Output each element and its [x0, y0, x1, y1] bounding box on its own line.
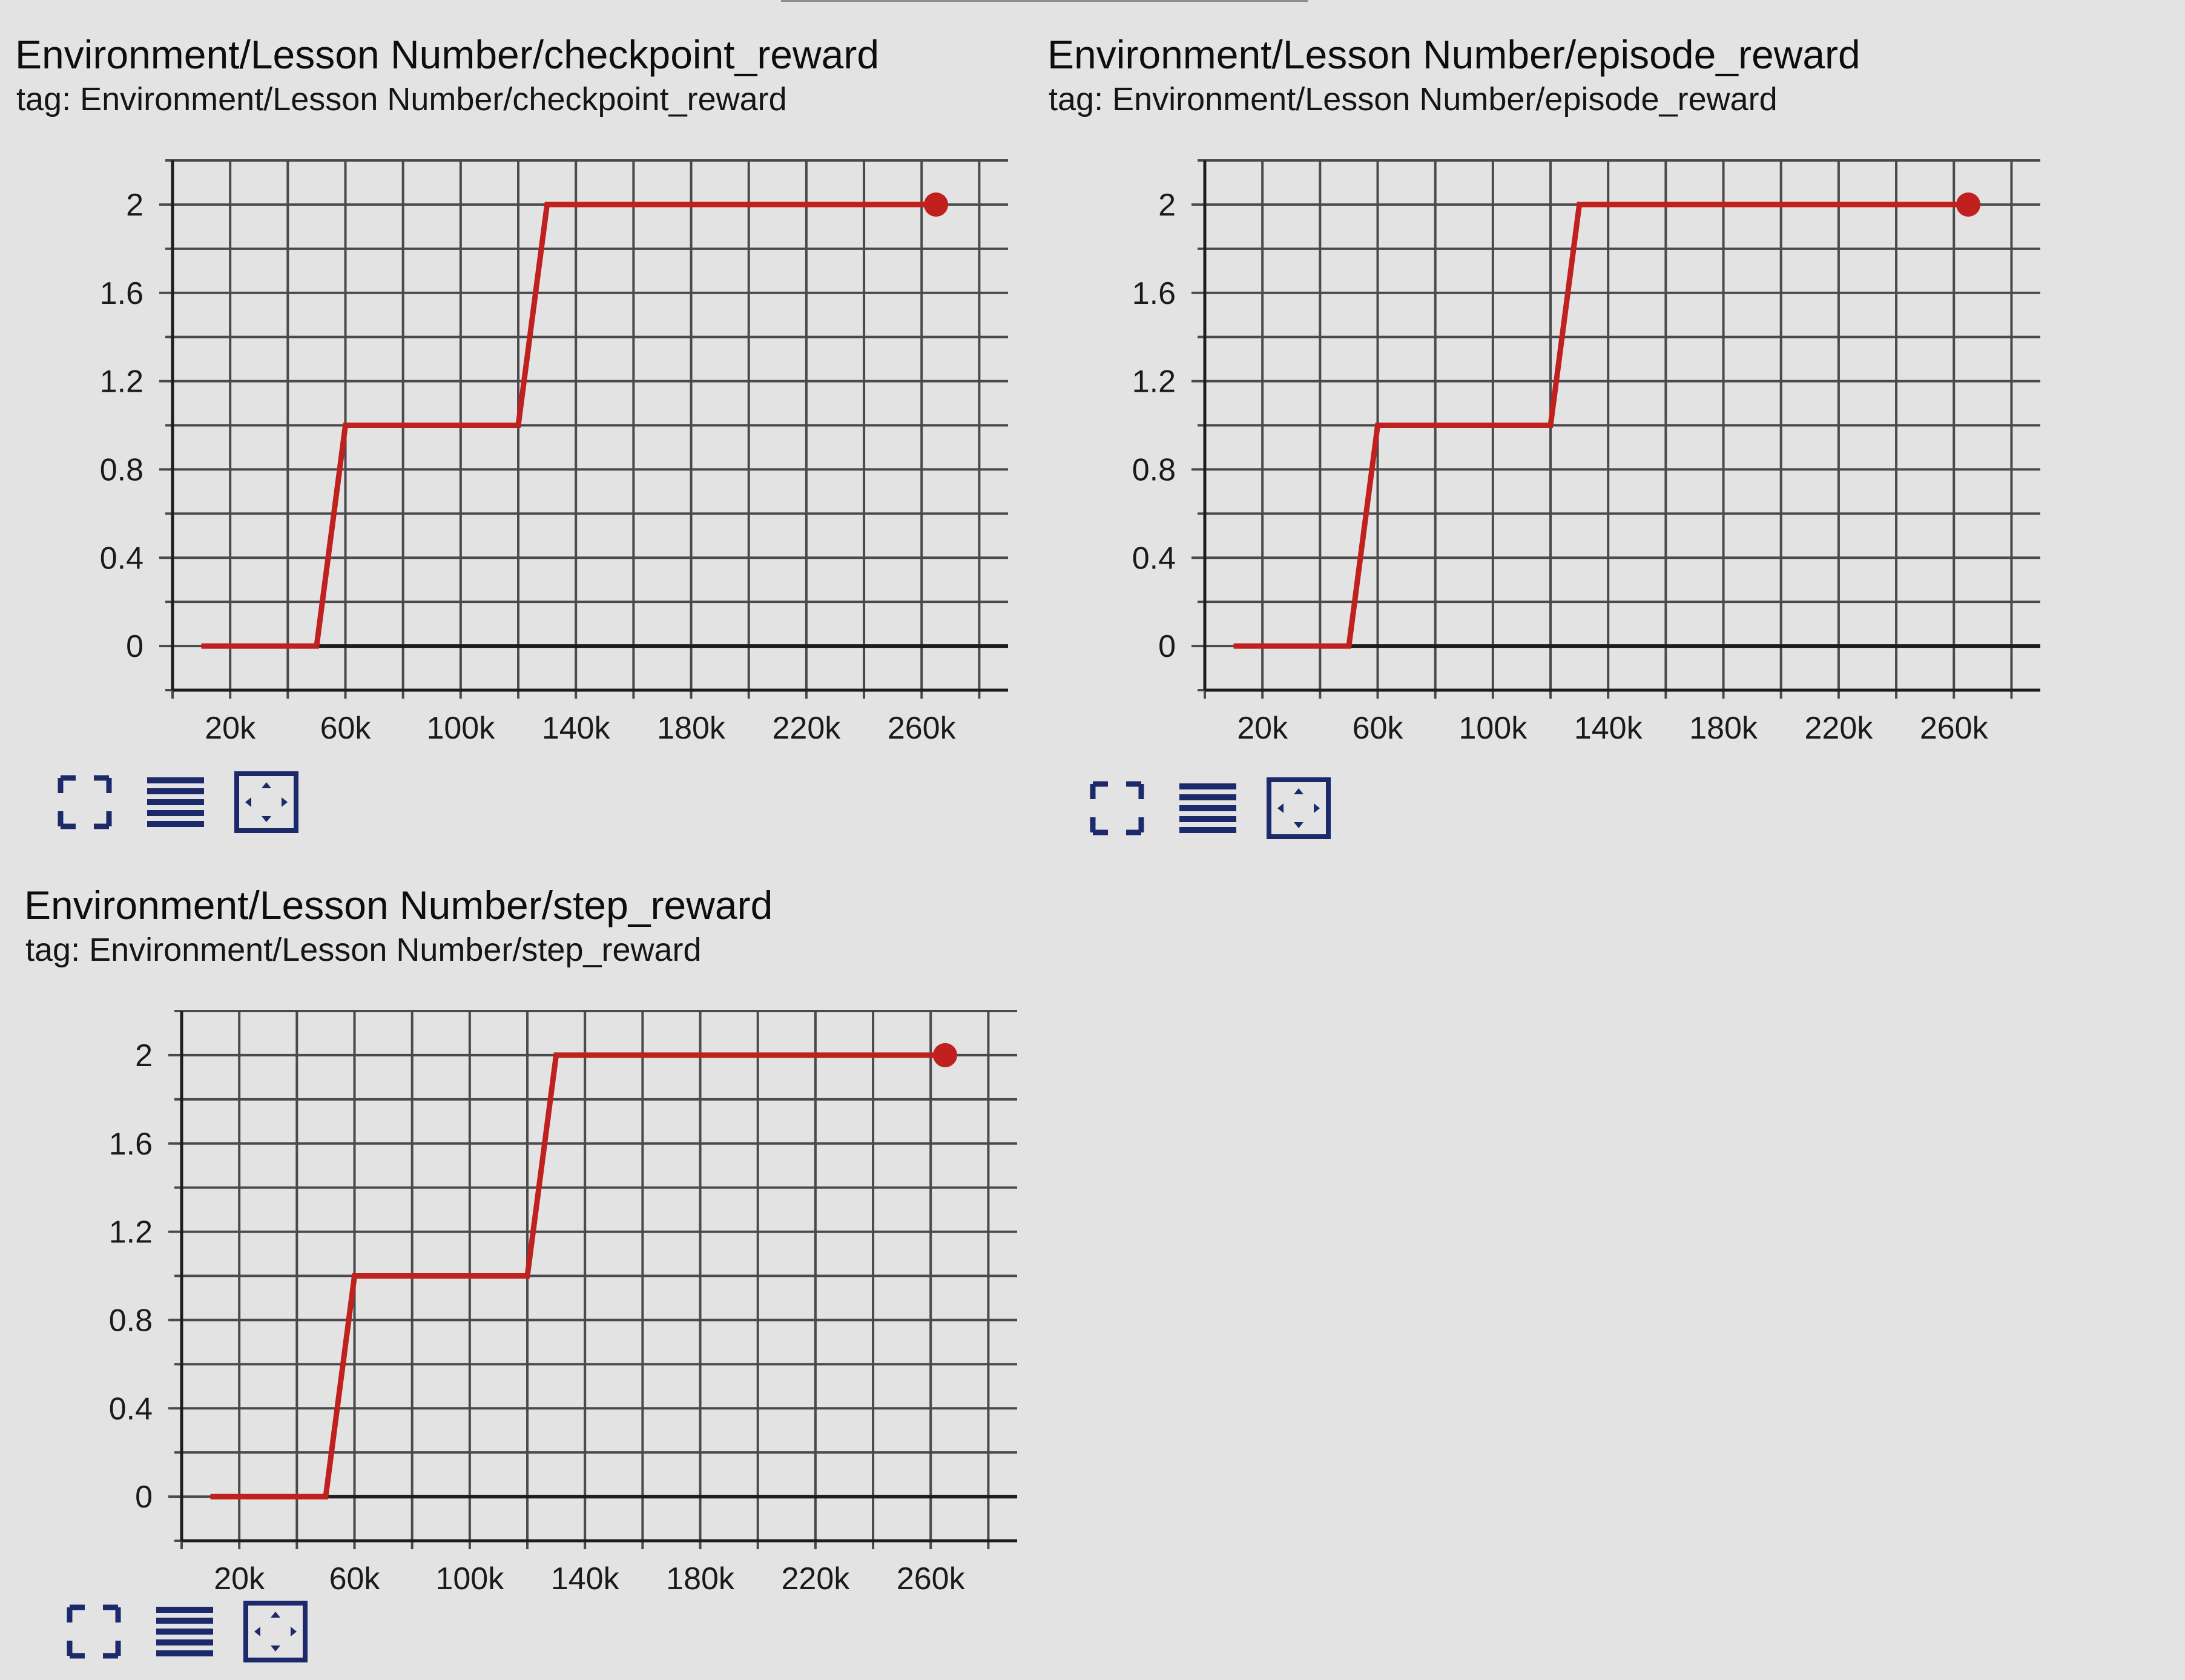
x-tick-label: 100k [426, 711, 495, 746]
x-tick-label: 60k [320, 711, 372, 746]
x-tick-label: 220k [1805, 711, 1874, 746]
fit-domain-icon[interactable] [1265, 775, 1332, 842]
last-value-marker[interactable] [1956, 192, 1981, 217]
grid [168, 1010, 1017, 1549]
chart-toolbar [51, 769, 366, 835]
x-tick-label: 180k [666, 1561, 735, 1596]
fullscreen-icon[interactable] [1084, 775, 1150, 842]
grid [1191, 159, 2040, 699]
x-tick-label: 140k [551, 1561, 620, 1596]
y-tick-label: 0 [1158, 629, 1176, 664]
y-tick-label: 0.4 [100, 541, 143, 576]
y-tick-label: 1.6 [1132, 276, 1176, 311]
data-table-icon[interactable] [1175, 775, 1241, 842]
x-tick-label: 260k [888, 711, 957, 746]
fit-domain-icon[interactable] [233, 769, 300, 835]
y-tick-label: 1.2 [1132, 364, 1176, 400]
y-tick-label: 2 [1158, 188, 1176, 223]
chart-card-checkpoint-reward: Environment/Lesson Number/checkpoint_rew… [15, 30, 1032, 833]
x-tick-label: 260k [1920, 711, 1989, 746]
y-tick-label: 0.4 [1132, 541, 1176, 576]
x-tick-label: 100k [1458, 711, 1528, 746]
y-tick-label: 0.8 [109, 1303, 153, 1338]
x-tick-label: 180k [657, 711, 726, 746]
chart-tag: tag: Environment/Lesson Number/episode_r… [1049, 81, 1778, 117]
last-value-marker[interactable] [933, 1043, 958, 1067]
x-tick-label: 220k [773, 711, 842, 746]
chart-tag: tag: Environment/Lesson Number/step_rewa… [25, 932, 702, 968]
x-tick-label: 20k [205, 711, 256, 746]
chart-toolbar [61, 1598, 375, 1665]
y-tick-label: 1.2 [109, 1215, 153, 1250]
x-tick-label: 60k [329, 1561, 381, 1596]
last-value-marker[interactable] [924, 192, 949, 217]
chart-toolbar [1084, 775, 1399, 842]
y-tick-label: 1.6 [109, 1127, 153, 1162]
chart-title: Environment/Lesson Number/checkpoint_rew… [15, 32, 880, 77]
y-tick-label: 0.8 [1132, 452, 1176, 487]
series-line [210, 1052, 946, 1500]
chart-card-episode-reward: Environment/Lesson Number/episode_reward… [1047, 30, 2065, 839]
y-tick-label: 1.2 [100, 364, 143, 400]
y-tick-label: 2 [126, 188, 143, 223]
x-tick-label: 20k [1237, 711, 1288, 746]
grid [159, 159, 1008, 699]
chart-title: Environment/Lesson Number/episode_reward [1047, 32, 1860, 77]
y-tick-label: 0 [126, 629, 143, 664]
fullscreen-icon[interactable] [51, 769, 118, 835]
y-tick-label: 1.6 [100, 276, 143, 311]
top-divider [781, 0, 1308, 2]
chart-tag: tag: Environment/Lesson Number/checkpoin… [16, 81, 787, 117]
x-tick-label: 260k [897, 1561, 966, 1596]
series-line [1233, 202, 1969, 649]
x-tick-label: 60k [1353, 711, 1404, 746]
chart-card-step-reward: Environment/Lesson Number/step_reward ta… [24, 881, 1041, 1680]
data-table-icon[interactable] [142, 769, 209, 835]
x-tick-label: 140k [1574, 711, 1643, 746]
x-tick-label: 100k [435, 1561, 504, 1596]
data-table-icon[interactable] [151, 1598, 218, 1665]
fit-domain-icon[interactable] [242, 1598, 309, 1665]
x-tick-label: 220k [782, 1561, 851, 1596]
x-tick-label: 20k [214, 1561, 265, 1596]
series-line [201, 202, 937, 649]
y-tick-label: 2 [135, 1038, 153, 1073]
y-tick-label: 0.4 [109, 1391, 153, 1426]
x-tick-label: 180k [1689, 711, 1758, 746]
chart-title: Environment/Lesson Number/step_reward [24, 883, 773, 927]
fullscreen-icon[interactable] [61, 1598, 127, 1665]
y-tick-label: 0.8 [100, 452, 143, 487]
x-tick-label: 140k [542, 711, 611, 746]
y-tick-label: 0 [135, 1480, 153, 1515]
